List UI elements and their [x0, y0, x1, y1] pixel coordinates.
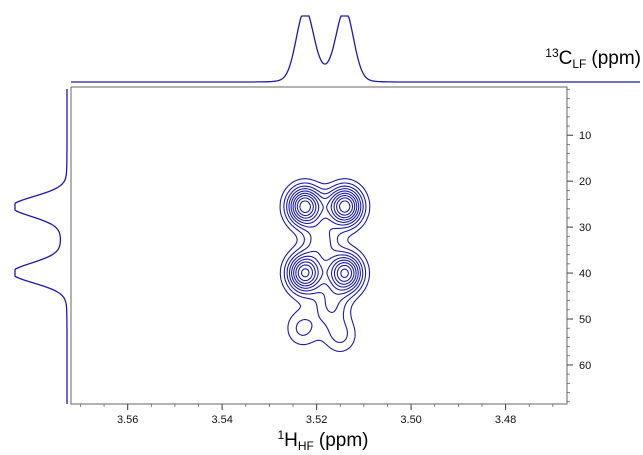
contour-level: [286, 185, 364, 314]
y-axis-title: 13CLF (ppm): [545, 46, 641, 71]
y-tick-label: 10: [579, 130, 591, 142]
x-axis-title: 1HHF (ppm): [277, 428, 368, 453]
contour-level: [290, 190, 360, 291]
y-tick-label: 30: [579, 222, 591, 234]
contour-level: [292, 192, 358, 288]
x-tick-label: 3.52: [306, 414, 327, 426]
x-tick-label: 3.50: [400, 414, 421, 426]
contour-level: [299, 200, 351, 279]
contour-level: [283, 182, 367, 344]
x-tick-label: 3.56: [117, 414, 138, 426]
top-projection-spectrum: [71, 15, 640, 83]
contour-plot: [279, 178, 371, 353]
y-axis-ticks: 10 20 30 40 50 60: [567, 88, 591, 403]
x-axis-ticks: 3.56 3.54 3.52 3.50 3.48: [80, 404, 554, 426]
y-tick-label: 60: [579, 360, 591, 372]
contour-level: [279, 178, 371, 353]
contour-level: [294, 194, 356, 285]
left-projection-spectrum: [14, 89, 68, 404]
x-tick-label: 3.54: [211, 414, 232, 426]
contour-level: [296, 197, 354, 282]
y-tick-label: 20: [579, 176, 591, 188]
y-tick-label: 40: [579, 268, 591, 280]
x-tick-label: 3.48: [495, 414, 516, 426]
contour-level: [288, 188, 362, 295]
y-tick-label: 50: [579, 314, 591, 326]
plot-frame: [70, 86, 568, 405]
